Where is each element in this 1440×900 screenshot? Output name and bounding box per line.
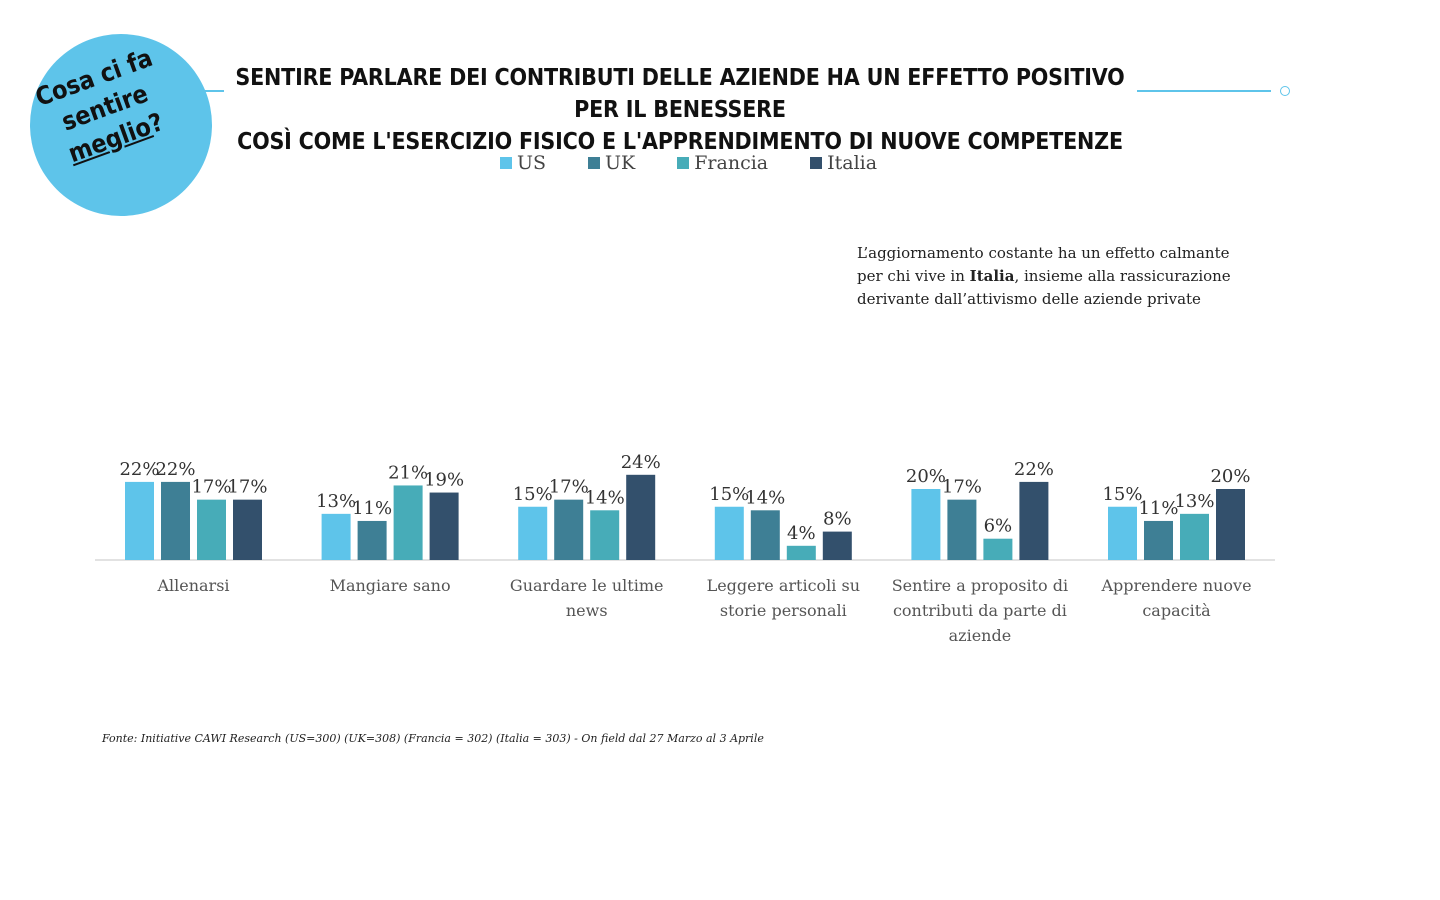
legend-label: US bbox=[517, 152, 547, 174]
data-label: 14% bbox=[585, 487, 625, 508]
bar-francia bbox=[197, 499, 226, 560]
category-label: Mangiare sano bbox=[330, 576, 451, 595]
bar-italia bbox=[1019, 481, 1049, 560]
category-label: storie personali bbox=[720, 601, 847, 620]
data-label: 15% bbox=[513, 484, 553, 505]
bar-us bbox=[714, 506, 744, 560]
badge-circle bbox=[30, 34, 212, 216]
page-title: SENTIRE PARLARE DEI CONTRIBUTI DELLE AZI… bbox=[230, 62, 1130, 158]
category-label: news bbox=[566, 601, 608, 620]
page-title-line-2: COSÌ COME L'ESERCIZIO FISICO E L'APPREND… bbox=[237, 129, 1123, 155]
bar-italia bbox=[1216, 489, 1245, 560]
category-label: Sentire a proposito di bbox=[892, 576, 1068, 595]
note-part-2: , insieme alla rassicurazione derivante … bbox=[857, 267, 1231, 308]
chart-legend: US UK Francia Italia bbox=[500, 152, 919, 174]
bar-us bbox=[518, 506, 548, 560]
data-label: 13% bbox=[316, 491, 356, 512]
data-label: 11% bbox=[1138, 498, 1178, 519]
bar-italia bbox=[233, 499, 262, 560]
legend-item-us: US bbox=[500, 152, 546, 174]
legend-swatch bbox=[810, 157, 823, 169]
page-title-line-1: SENTIRE PARLARE DEI CONTRIBUTI DELLE AZI… bbox=[235, 65, 1125, 123]
data-label: 22% bbox=[1014, 459, 1054, 480]
title-rule-right bbox=[1137, 90, 1271, 92]
data-label: 13% bbox=[1174, 491, 1214, 512]
bar-uk bbox=[161, 481, 190, 560]
category-label: capacità bbox=[1142, 601, 1211, 620]
legend-label: Francia bbox=[694, 152, 769, 174]
data-label: 20% bbox=[1210, 466, 1250, 487]
title-rule-dot bbox=[1280, 86, 1290, 96]
data-label: 15% bbox=[709, 484, 749, 505]
bar-francia bbox=[590, 510, 620, 560]
source-note: Fonte: Initiative CAWI Research (US=300)… bbox=[102, 732, 764, 745]
data-label: 15% bbox=[1102, 484, 1142, 505]
bar-uk bbox=[750, 510, 780, 560]
data-label: 17% bbox=[227, 477, 267, 498]
bar-us bbox=[911, 489, 941, 560]
legend-swatch bbox=[677, 157, 690, 169]
data-label: 17% bbox=[549, 477, 589, 498]
category-label: aziende bbox=[949, 626, 1012, 645]
data-label: 22% bbox=[155, 459, 195, 480]
data-label: 24% bbox=[621, 452, 661, 473]
data-label: 14% bbox=[745, 487, 785, 508]
data-label: 22% bbox=[119, 459, 159, 480]
legend-swatch bbox=[588, 157, 601, 169]
bar-italia bbox=[429, 492, 459, 560]
category-label: Leggere articoli su bbox=[707, 576, 860, 595]
annotation-note: L’aggiornamento costante ha un effetto c… bbox=[857, 242, 1257, 311]
bar-uk bbox=[1144, 520, 1173, 560]
note-part-1: L’aggiornamento costante ha un effetto c… bbox=[857, 244, 1230, 285]
legend-item-francia: Francia bbox=[677, 152, 768, 174]
category-label: contributi da parte di bbox=[893, 601, 1067, 620]
category-label: Apprendere nuove bbox=[1100, 576, 1251, 595]
bar-uk bbox=[947, 499, 977, 560]
data-label: 8% bbox=[823, 509, 852, 530]
data-label: 21% bbox=[388, 462, 428, 483]
bar-us bbox=[1108, 506, 1137, 560]
legend-item-uk: UK bbox=[588, 152, 635, 174]
note-bold: Italia bbox=[969, 267, 1015, 285]
legend-label: UK bbox=[605, 152, 636, 174]
category-label: Guardare le ultime bbox=[510, 576, 664, 595]
data-label: 17% bbox=[942, 477, 982, 498]
bar-us bbox=[125, 481, 154, 560]
legend-item-italia: Italia bbox=[810, 152, 877, 174]
bar-uk bbox=[554, 499, 584, 560]
data-label: 11% bbox=[352, 498, 392, 519]
legend-swatch bbox=[500, 157, 512, 169]
bar-italia bbox=[626, 474, 656, 560]
bar-us bbox=[321, 513, 351, 560]
data-label: 17% bbox=[191, 477, 231, 498]
data-label: 19% bbox=[424, 470, 464, 491]
title-rule-left bbox=[190, 90, 224, 92]
bar-francia bbox=[1180, 513, 1209, 560]
data-label: 6% bbox=[984, 516, 1013, 537]
category-label: Allenarsi bbox=[156, 576, 229, 595]
bar-francia bbox=[786, 545, 816, 560]
data-label: 20% bbox=[906, 466, 946, 487]
bar-francia bbox=[983, 538, 1013, 560]
bar-francia bbox=[393, 485, 423, 560]
bar-uk bbox=[357, 520, 387, 560]
bar-italia bbox=[822, 531, 852, 560]
legend-label: Italia bbox=[827, 152, 878, 174]
data-label: 4% bbox=[787, 523, 816, 544]
